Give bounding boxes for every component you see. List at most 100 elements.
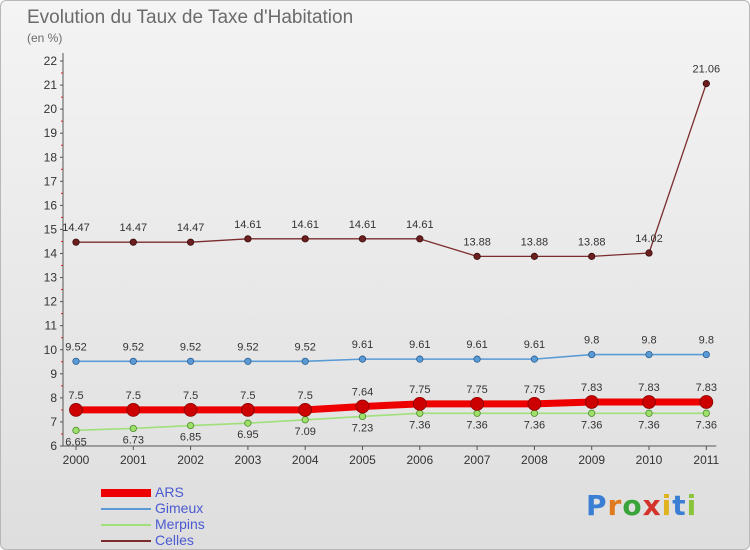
logo-letter: o [622,489,643,522]
data-point-ars [69,403,83,417]
legend-item-ars: ARS [101,484,301,501]
data-label-ars: 7.83 [638,382,659,394]
data-point-merpins [244,419,252,427]
legend-label: Merpins [155,516,205,532]
data-label-gimeux: 9.8 [699,335,714,347]
data-label-merpins: 6.95 [237,429,258,441]
data-point-merpins [129,424,137,433]
x-tick-label: 2008 [521,453,548,467]
data-label-celles: 14.61 [291,219,319,231]
data-point-celles [416,235,424,243]
data-point-ars [470,396,485,411]
data-label-gimeux: 9.8 [641,335,656,347]
legend-item-merpins: Merpins [101,516,301,533]
data-label-celles: 14.61 [406,219,434,231]
data-label-celles: 14.61 [349,219,377,231]
y-tick-label: 10 [44,343,58,357]
data-point-ars [412,396,427,411]
y-tick-label: 16 [44,198,58,212]
data-point-gimeux [187,357,195,365]
data-label-ars: 7.5 [68,390,83,402]
data-point-ars [183,403,198,417]
data-label-merpins: 7.36 [524,419,545,431]
data-point-gimeux [358,355,367,363]
data-point-celles [244,235,252,243]
legend-label: Celles [155,532,194,548]
data-label-ars: 7.5 [126,390,141,402]
y-tick-label: 20 [44,102,58,116]
data-label-celles: 14.02 [635,233,663,245]
series-line-merpins [75,412,707,432]
data-label-celles: 13.88 [463,236,491,248]
data-label-ars: 7.75 [524,384,545,396]
legend-label: Gimeux [155,500,204,516]
legend-item-gimeux: Gimeux [101,500,301,517]
data-label-merpins: 7.36 [638,419,659,431]
data-point-merpins [645,409,653,417]
data-label-gimeux: 9.61 [466,339,487,351]
y-tick-label: 12 [44,295,58,309]
data-point-ars [584,395,599,409]
series-line-ars [76,398,707,414]
data-label-celles: 14.61 [234,219,262,231]
y-tick-label: 6 [50,439,57,453]
data-label-ars: 7.5 [183,390,198,402]
y-tick-label: 17 [44,174,58,188]
data-point-celles [588,252,596,260]
data-point-ars [355,399,370,414]
data-point-ars [240,403,255,417]
data-label-gimeux: 9.52 [180,341,201,353]
x-tick-label: 2011 [693,453,719,467]
y-tick-label: 19 [44,126,58,140]
data-label-gimeux: 9.52 [65,341,86,353]
y-tick-label: 14 [44,247,58,261]
legend-swatch [101,524,151,526]
legend-item-celles: Celles [101,532,301,549]
data-label-ars: 7.83 [696,382,717,394]
y-tick-label: 15 [44,222,58,236]
data-point-gimeux [588,350,596,359]
data-point-gimeux [244,357,252,365]
data-point-celles [358,235,367,243]
data-point-celles [72,238,80,246]
data-point-merpins [530,409,539,417]
x-tick-label: 2007 [464,453,491,467]
data-point-gimeux [530,355,539,363]
data-label-ars: 7.83 [581,382,602,394]
proxiti-logo: Proxiti [586,489,697,522]
data-point-gimeux [129,357,137,365]
data-label-ars: 7.5 [298,390,313,402]
series-line-gimeux [76,353,707,363]
data-point-celles [473,252,481,260]
legend-swatch [101,508,151,510]
data-label-gimeux: 9.61 [409,339,430,351]
data-label-merpins: 7.36 [466,419,487,431]
legend-swatch [101,489,151,497]
x-tick-label: 2000 [63,453,90,467]
data-label-merpins: 6.85 [180,432,201,444]
y-tick-label: 22 [44,54,58,68]
data-label-celles: 14.47 [177,222,205,234]
x-tick-label: 2003 [235,453,262,467]
x-tick-label: 2006 [406,453,433,467]
data-label-celles: 21.06 [693,64,721,76]
data-label-gimeux: 9.8 [584,335,599,347]
x-tick-label: 2002 [177,453,204,467]
data-label-merpins: 6.65 [65,436,86,448]
data-point-merpins [588,409,596,417]
data-label-merpins: 6.73 [123,434,144,446]
y-tick-label: 21 [44,78,58,92]
x-tick-label: 2009 [578,453,605,467]
data-point-merpins [301,416,309,424]
legend-swatch [101,540,151,542]
data-point-ars [699,395,714,409]
data-label-merpins: 7.23 [352,422,373,434]
logo-letter: x [642,489,662,522]
y-tick-label: 13 [44,271,58,285]
x-tick-label: 2004 [292,453,319,467]
data-label-ars: 7.64 [352,387,373,399]
y-tick-label: 9 [50,367,57,381]
data-label-merpins: 7.36 [581,419,602,431]
legend-label: ARS [155,484,184,500]
x-tick-label: 2010 [636,453,663,467]
